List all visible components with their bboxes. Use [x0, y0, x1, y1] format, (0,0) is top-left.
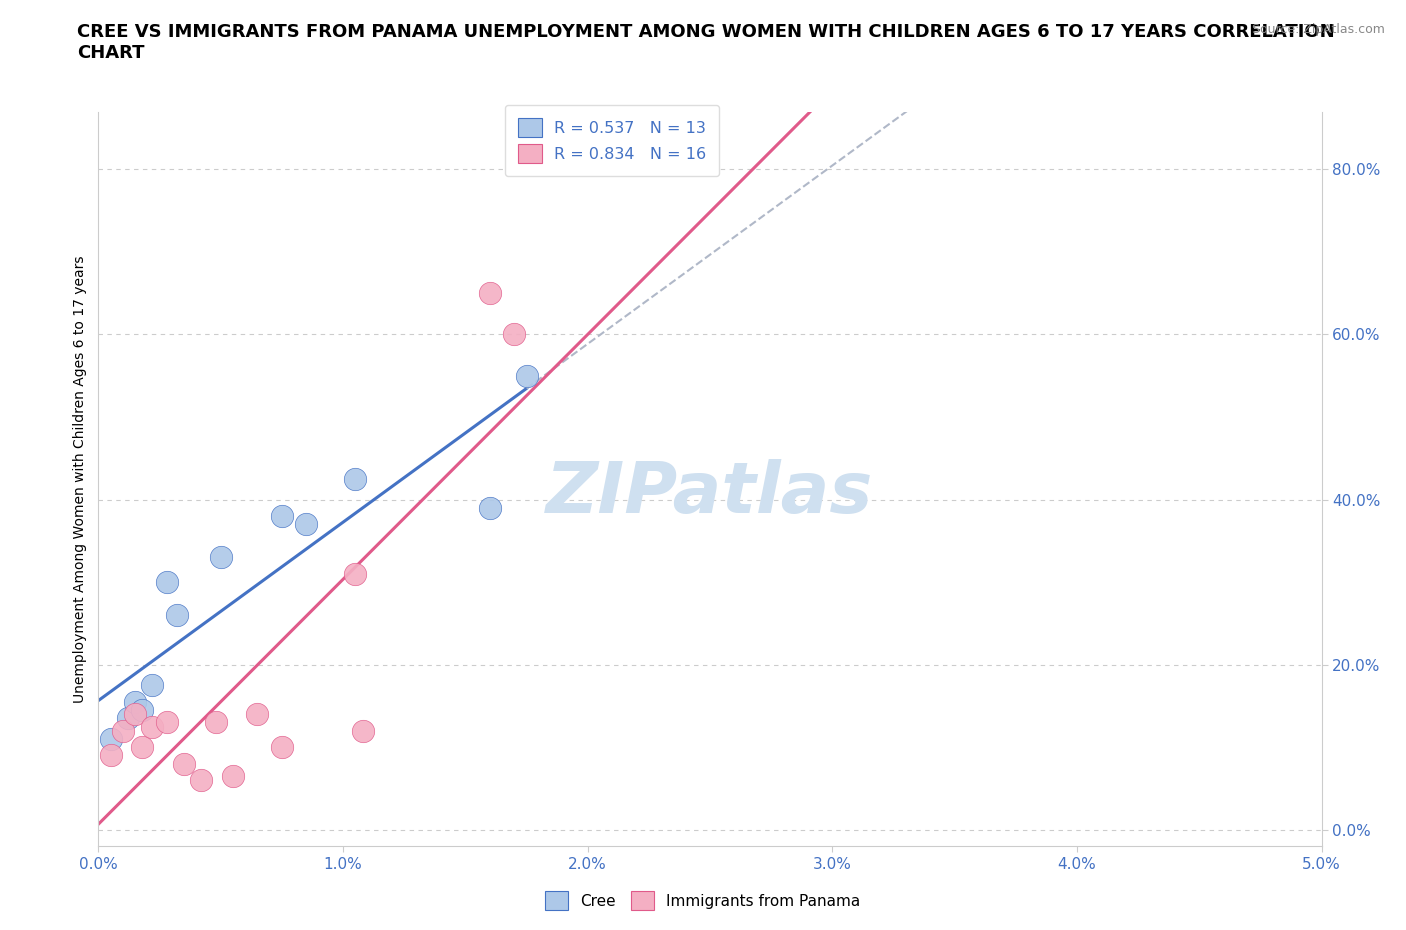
Point [209, 550, 232, 565]
Point [141, 678, 163, 693]
Legend: R = 0.537   N = 13, R = 0.834   N = 16: R = 0.537 N = 13, R = 0.834 N = 16 [505, 105, 720, 176]
Point [131, 703, 153, 718]
Point [344, 566, 367, 581]
Point [270, 739, 294, 754]
Text: ZIPatlas: ZIPatlas [547, 459, 873, 528]
Point [352, 724, 374, 738]
Y-axis label: Unemployment Among Women with Children Ages 6 to 17 years: Unemployment Among Women with Children A… [73, 255, 87, 703]
Legend: Cree, Immigrants from Panama: Cree, Immigrants from Panama [537, 884, 869, 918]
Point [478, 500, 501, 515]
Point [190, 773, 212, 788]
Point [173, 756, 195, 771]
Point [100, 732, 122, 747]
Point [156, 715, 179, 730]
Point [124, 695, 146, 710]
Point [141, 719, 163, 734]
Point [100, 748, 122, 763]
Point [222, 769, 245, 784]
Point [117, 711, 139, 725]
Point [516, 368, 538, 383]
Point [478, 286, 501, 300]
Point [111, 724, 134, 738]
Point [344, 472, 367, 486]
Text: CREE VS IMMIGRANTS FROM PANAMA UNEMPLOYMENT AMONG WOMEN WITH CHILDREN AGES 6 TO : CREE VS IMMIGRANTS FROM PANAMA UNEMPLOYM… [77, 23, 1334, 62]
Point [166, 607, 188, 622]
Point [124, 707, 146, 722]
Point [295, 517, 318, 532]
Point [270, 509, 294, 524]
Point [503, 327, 526, 342]
Text: Source: ZipAtlas.com: Source: ZipAtlas.com [1251, 23, 1385, 36]
Point [246, 707, 269, 722]
Point [205, 715, 228, 730]
Point [156, 575, 179, 590]
Point [131, 739, 153, 754]
